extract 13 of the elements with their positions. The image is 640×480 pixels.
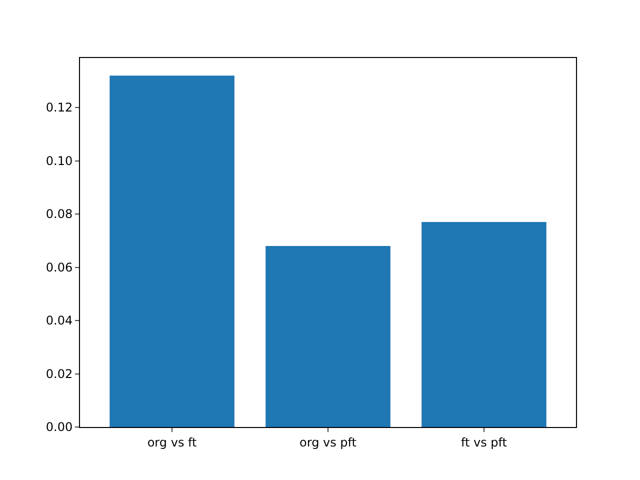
x-tick-label: org vs pft	[300, 435, 357, 450]
y-tick-label: 0.12	[46, 100, 73, 115]
y-tick-label: 0.02	[46, 366, 73, 381]
y-tick-label: 0.08	[46, 207, 73, 222]
bar	[110, 76, 234, 427]
y-tick-label: 0.06	[46, 260, 73, 274]
x-tick-label: ft vs pft	[460, 435, 508, 450]
y-tick-label: 0.04	[46, 314, 73, 328]
bar	[422, 222, 546, 427]
y-tick-label: 0.00	[46, 420, 73, 434]
x-tick-label: org vs ft	[147, 435, 198, 450]
bar	[266, 246, 390, 427]
y-tick-label: 0.10	[46, 154, 73, 168]
